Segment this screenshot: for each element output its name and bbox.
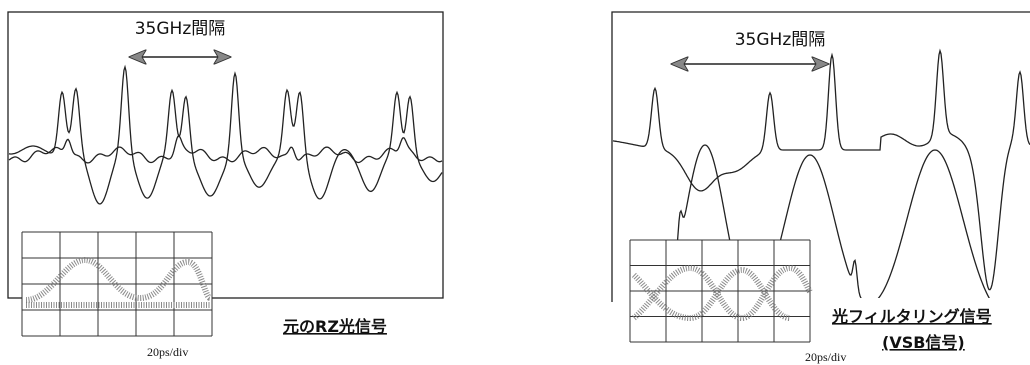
right-scale: 20ps/div xyxy=(805,350,846,364)
figure: 35GHz間隔 元のRZ光信号 20ps/div 35GHz間隔 光フィルタリン… xyxy=(0,0,1030,365)
right-spacing-label: 35GHz間隔 xyxy=(735,30,826,50)
right-caption-sub: (VSB信号) xyxy=(882,333,965,352)
right-caption: 光フィルタリング信号 xyxy=(831,307,992,326)
page: {"left": {"spacing_label": "35GHz間隔", "c… xyxy=(0,0,1030,365)
waveform xyxy=(9,67,442,204)
left-traces xyxy=(9,67,442,204)
waveform xyxy=(9,136,442,163)
left-caption: 元のRZ光信号 xyxy=(283,317,387,336)
left-scale: 20ps/div xyxy=(147,345,188,359)
left-spacing-label: 35GHz間隔 xyxy=(135,19,226,39)
